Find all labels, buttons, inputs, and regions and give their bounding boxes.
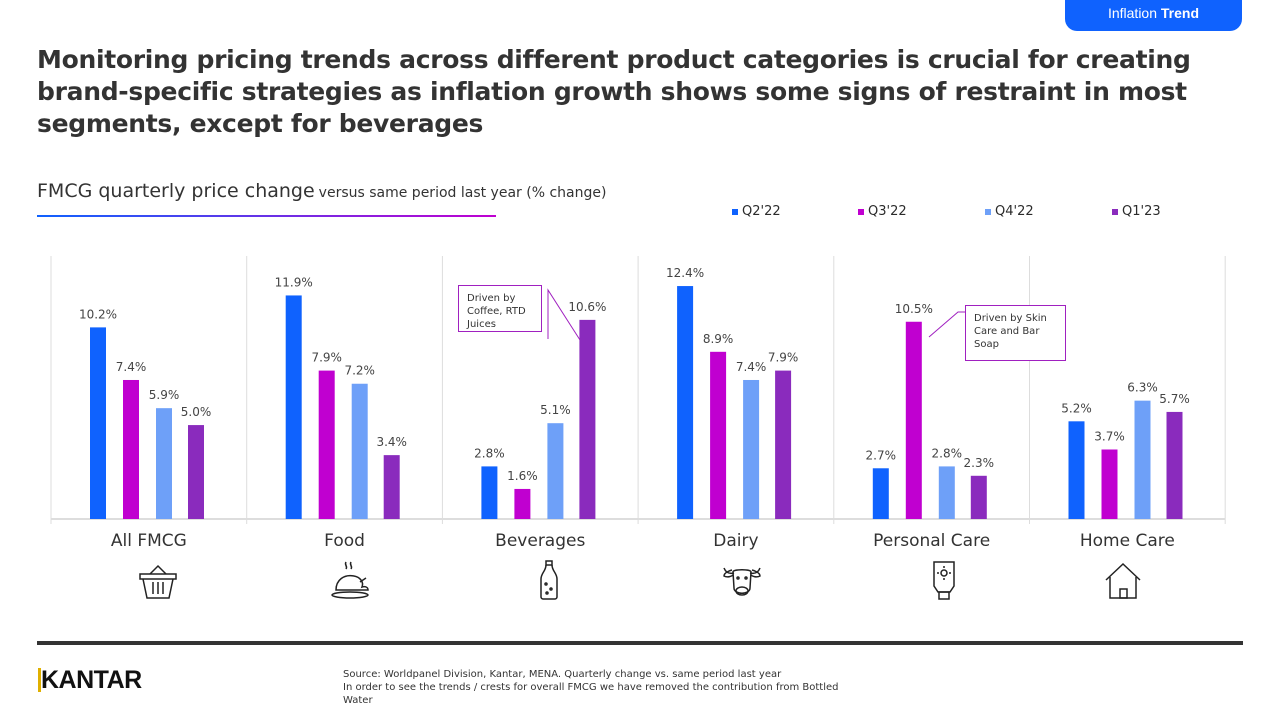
bar: [743, 379, 760, 519]
data-label: 11.9%: [275, 275, 313, 289]
cow-icon: [723, 567, 761, 596]
callout-leader: [547, 288, 581, 341]
callout-personal-care: Driven by Skin Care and Bar Soap: [965, 305, 1066, 361]
category-label: Personal Care: [873, 531, 990, 551]
bar: [514, 488, 531, 519]
callout-beverages: Driven by Coffee, RTD Juices: [458, 285, 542, 332]
legend-swatch: [732, 208, 738, 215]
bottle-icon: [540, 560, 558, 600]
bar: [481, 466, 498, 519]
bar: [547, 423, 564, 519]
data-label: 2.3%: [964, 456, 995, 470]
bar: [905, 321, 922, 519]
bar: [579, 319, 596, 519]
bar: [1101, 449, 1118, 519]
data-label: 5.9%: [149, 388, 180, 402]
bar: [188, 425, 204, 519]
data-label: 3.4%: [376, 435, 407, 449]
data-label: 5.1%: [540, 403, 571, 417]
chart-subtitle: FMCG quarterly price change versus same p…: [37, 180, 606, 202]
bar: [156, 408, 172, 519]
data-label: 3.7%: [1094, 429, 1125, 443]
data-label: 7.9%: [768, 351, 799, 365]
source-note: Source: Worldpanel Division, Kantar, MEN…: [343, 668, 843, 707]
data-label: 12.4%: [666, 266, 704, 280]
category-label: Dairy: [713, 531, 758, 551]
data-label: 5.0%: [181, 405, 212, 419]
data-label: 10.5%: [895, 302, 933, 316]
legend-label: Q1'23: [1122, 204, 1161, 219]
legend-swatch: [1112, 208, 1118, 215]
chicken-icon: [331, 561, 369, 599]
subtitle-detail: versus same period last year (% change): [318, 185, 607, 201]
inflation-trend-tag: Inflation Trend: [1065, 0, 1242, 31]
data-label: 7.4%: [116, 360, 147, 374]
legend-swatch: [985, 208, 991, 215]
data-label: 7.2%: [344, 364, 375, 378]
subtitle-main: FMCG quarterly price change: [37, 180, 315, 202]
data-label: 2.8%: [474, 446, 505, 460]
data-label: 5.7%: [1159, 392, 1190, 406]
legend-label: Q4'22: [995, 204, 1034, 219]
category-label: Beverages: [495, 531, 585, 551]
bar: [318, 370, 335, 519]
data-label: 7.4%: [736, 360, 767, 374]
legend-item: Q2'22: [732, 204, 781, 219]
footer-divider: [37, 641, 1243, 645]
tag-bold: Trend: [1160, 5, 1200, 21]
data-label: 7.9%: [311, 351, 342, 365]
data-label: 2.7%: [866, 448, 897, 462]
data-label: 2.8%: [932, 446, 963, 460]
bar: [938, 466, 955, 519]
bar: [1166, 411, 1183, 519]
callout-leader: [928, 311, 965, 338]
data-label: 8.9%: [703, 332, 734, 346]
data-label: 10.2%: [79, 307, 117, 321]
bar-chart: All FMCG10.2%7.4%5.9%5.0%Food11.9%7.9%7.…: [50, 256, 1226, 551]
data-label: 1.6%: [507, 469, 538, 483]
basket-icon: [139, 564, 177, 599]
category-label: Home Care: [1080, 531, 1175, 551]
headline: Monitoring pricing trends across differe…: [37, 45, 1191, 138]
category-label: Food: [324, 531, 365, 551]
bar: [90, 327, 106, 519]
source-line-2: In order to see the trends / crests for …: [343, 682, 839, 706]
bar: [710, 351, 727, 519]
subtitle-underline: [37, 215, 496, 217]
legend-label: Q2'22: [742, 204, 781, 219]
bar: [872, 468, 889, 519]
legend-item: Q3'22: [858, 204, 907, 219]
bar: [775, 370, 792, 519]
source-line-1: Source: Worldpanel Division, Kantar, MEN…: [343, 669, 782, 680]
lotion-tube-icon: [933, 561, 955, 600]
legend-item: Q1'23: [1112, 204, 1161, 219]
data-label: 6.3%: [1127, 381, 1158, 395]
bar: [285, 295, 302, 519]
bar: [970, 475, 987, 519]
bar: [123, 379, 139, 519]
bar: [1134, 400, 1151, 519]
kantar-logo: KANTAR: [38, 668, 142, 693]
legend-swatch: [858, 208, 864, 215]
tag-prefix: Inflation: [1107, 5, 1158, 21]
house-icon: [1105, 562, 1141, 599]
legend-item: Q4'22: [985, 204, 1034, 219]
bar: [351, 383, 368, 519]
bar: [383, 455, 400, 519]
data-label: 5.2%: [1061, 401, 1092, 415]
data-label: 10.6%: [568, 300, 606, 314]
bar: [677, 286, 694, 519]
category-label: All FMCG: [111, 531, 187, 551]
legend-label: Q3'22: [868, 204, 907, 219]
bar: [1068, 421, 1085, 519]
